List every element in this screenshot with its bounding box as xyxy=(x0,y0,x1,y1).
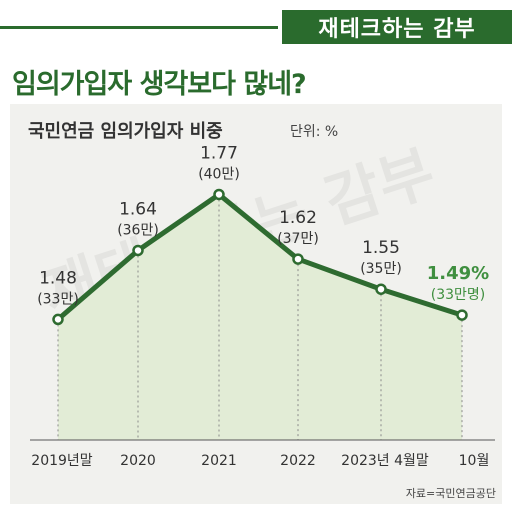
data-point-1 xyxy=(132,244,144,257)
brand-tag: 재테크하는 감부 xyxy=(282,10,512,44)
area-fill xyxy=(58,194,462,440)
x-tick-labels: 2019년말 2020 2021 2022 2023년 4월말 10월 xyxy=(31,453,489,469)
chart-source: 자료=국민연금공단 xyxy=(405,487,496,500)
data-point-0 xyxy=(52,313,64,326)
count-label-4: (35만) xyxy=(360,261,402,277)
value-label-0: 1.48 xyxy=(39,268,77,288)
count-label-2: (40만) xyxy=(198,166,240,182)
data-point-4 xyxy=(375,283,387,295)
x-tick-label-2: 2021 xyxy=(201,453,237,469)
value-label-2: 1.77 xyxy=(200,143,238,163)
series-line-path xyxy=(55,191,465,322)
count-label-3: (37만) xyxy=(277,231,319,247)
area-layer xyxy=(58,194,462,440)
count-label-0: (33만) xyxy=(37,291,79,307)
value-label-3: 1.62 xyxy=(279,208,317,228)
data-point-3 xyxy=(292,253,304,265)
headline: 임의가입자 생각보다 많네? xyxy=(12,69,307,100)
chart-unit: 단위: % xyxy=(290,124,339,140)
x-tick-label-0: 2019년말 xyxy=(31,453,93,469)
x-tick-label-5: 10월 xyxy=(459,453,490,469)
data-points xyxy=(52,188,468,326)
value-label-4: 1.55 xyxy=(362,238,400,258)
drop-lines xyxy=(57,194,463,440)
series-line xyxy=(55,191,465,322)
count-label-5: (33만명) xyxy=(431,287,486,303)
x-tick-label-3: 2022 xyxy=(280,453,316,469)
value-label-1: 1.64 xyxy=(119,199,157,219)
data-labels: 1.48 (33만) 1.64 (36만) 1.77 (40만) 1.62 (37만) 1.55… xyxy=(37,143,489,307)
x-tick-label-4: 2023년 4월말 xyxy=(341,453,429,469)
header-rule xyxy=(0,26,278,29)
chart-title: 국민연금 임의가입자 비중 xyxy=(28,121,223,142)
data-point-2 xyxy=(213,188,225,201)
data-point-5 xyxy=(456,309,468,321)
value-label-5: 1.49% xyxy=(427,263,489,284)
x-tick-label-1: 2020 xyxy=(120,453,156,469)
count-label-1: (36만) xyxy=(117,222,159,238)
